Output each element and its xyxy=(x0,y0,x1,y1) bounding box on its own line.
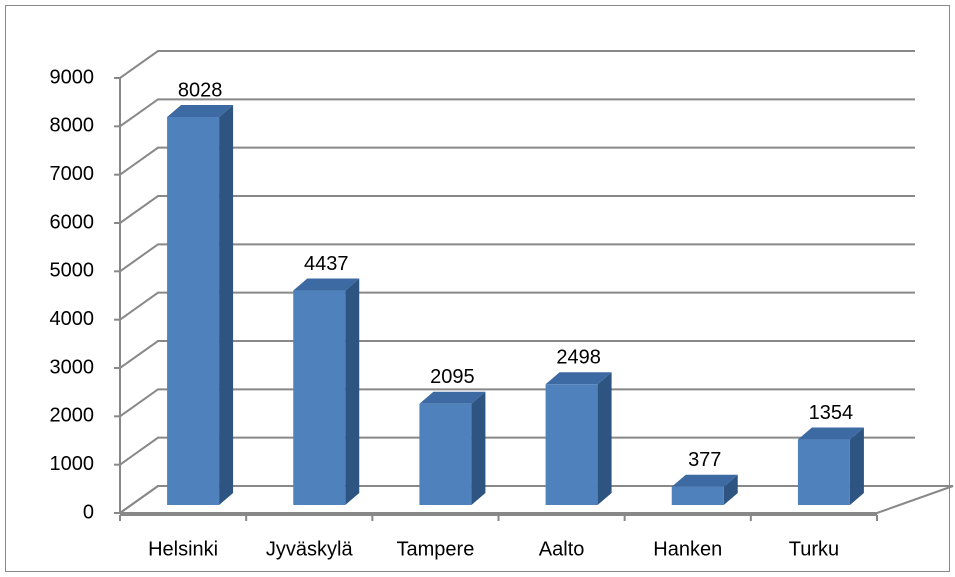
bar xyxy=(545,384,598,505)
bar-top xyxy=(167,104,234,117)
grid-line xyxy=(119,146,915,176)
bar-top xyxy=(671,474,738,487)
y-tick-label: 6000 xyxy=(50,211,95,233)
y-tick-label: 9000 xyxy=(50,66,95,88)
y-tick-label: 7000 xyxy=(50,163,95,185)
x-tick-label: Tampere xyxy=(397,538,475,560)
bar-top xyxy=(545,372,612,385)
bar xyxy=(293,290,346,505)
grid-line xyxy=(119,340,915,369)
y-tick-label: 1000 xyxy=(50,453,95,475)
x-tick-label: Helsinki xyxy=(148,538,218,560)
value-label: 377 xyxy=(688,449,721,471)
grid-line xyxy=(119,243,915,273)
bar xyxy=(671,486,724,505)
grid-line xyxy=(119,195,915,224)
grid-line xyxy=(119,485,915,514)
y-tick-label: 3000 xyxy=(50,356,95,378)
value-label: 2095 xyxy=(430,366,475,388)
y-tick-label: 2000 xyxy=(50,405,95,427)
value-label: 8028 xyxy=(178,79,223,101)
bar-side xyxy=(849,427,864,505)
value-label: 1354 xyxy=(809,402,854,424)
x-tick-label: Jyväskylä xyxy=(266,538,354,560)
bar-side xyxy=(345,278,360,505)
value-label: 2498 xyxy=(556,347,601,369)
grid-line xyxy=(119,388,915,418)
bar-side xyxy=(219,104,234,505)
y-tick-label: 0 xyxy=(83,501,94,523)
x-tick-label: Turku xyxy=(789,538,839,560)
bar xyxy=(167,116,220,505)
grid-line xyxy=(119,436,915,466)
bar xyxy=(419,403,472,505)
bar-top xyxy=(797,427,864,440)
grid-line xyxy=(119,291,915,321)
grid-line xyxy=(119,50,915,79)
bar-side xyxy=(471,391,486,505)
x-tick-label: Aalto xyxy=(539,538,585,560)
y-tick-label: 5000 xyxy=(50,260,95,282)
value-label: 4437 xyxy=(304,253,349,275)
y-tick-label: 8000 xyxy=(50,115,95,137)
bar-side xyxy=(723,474,738,505)
y-tick-label: 4000 xyxy=(50,308,95,330)
grid-line xyxy=(119,98,915,128)
bar xyxy=(797,439,850,505)
bar-side xyxy=(597,372,612,505)
bar-top xyxy=(293,278,360,291)
bar-top xyxy=(419,391,486,404)
x-tick-label: Hanken xyxy=(653,538,722,560)
